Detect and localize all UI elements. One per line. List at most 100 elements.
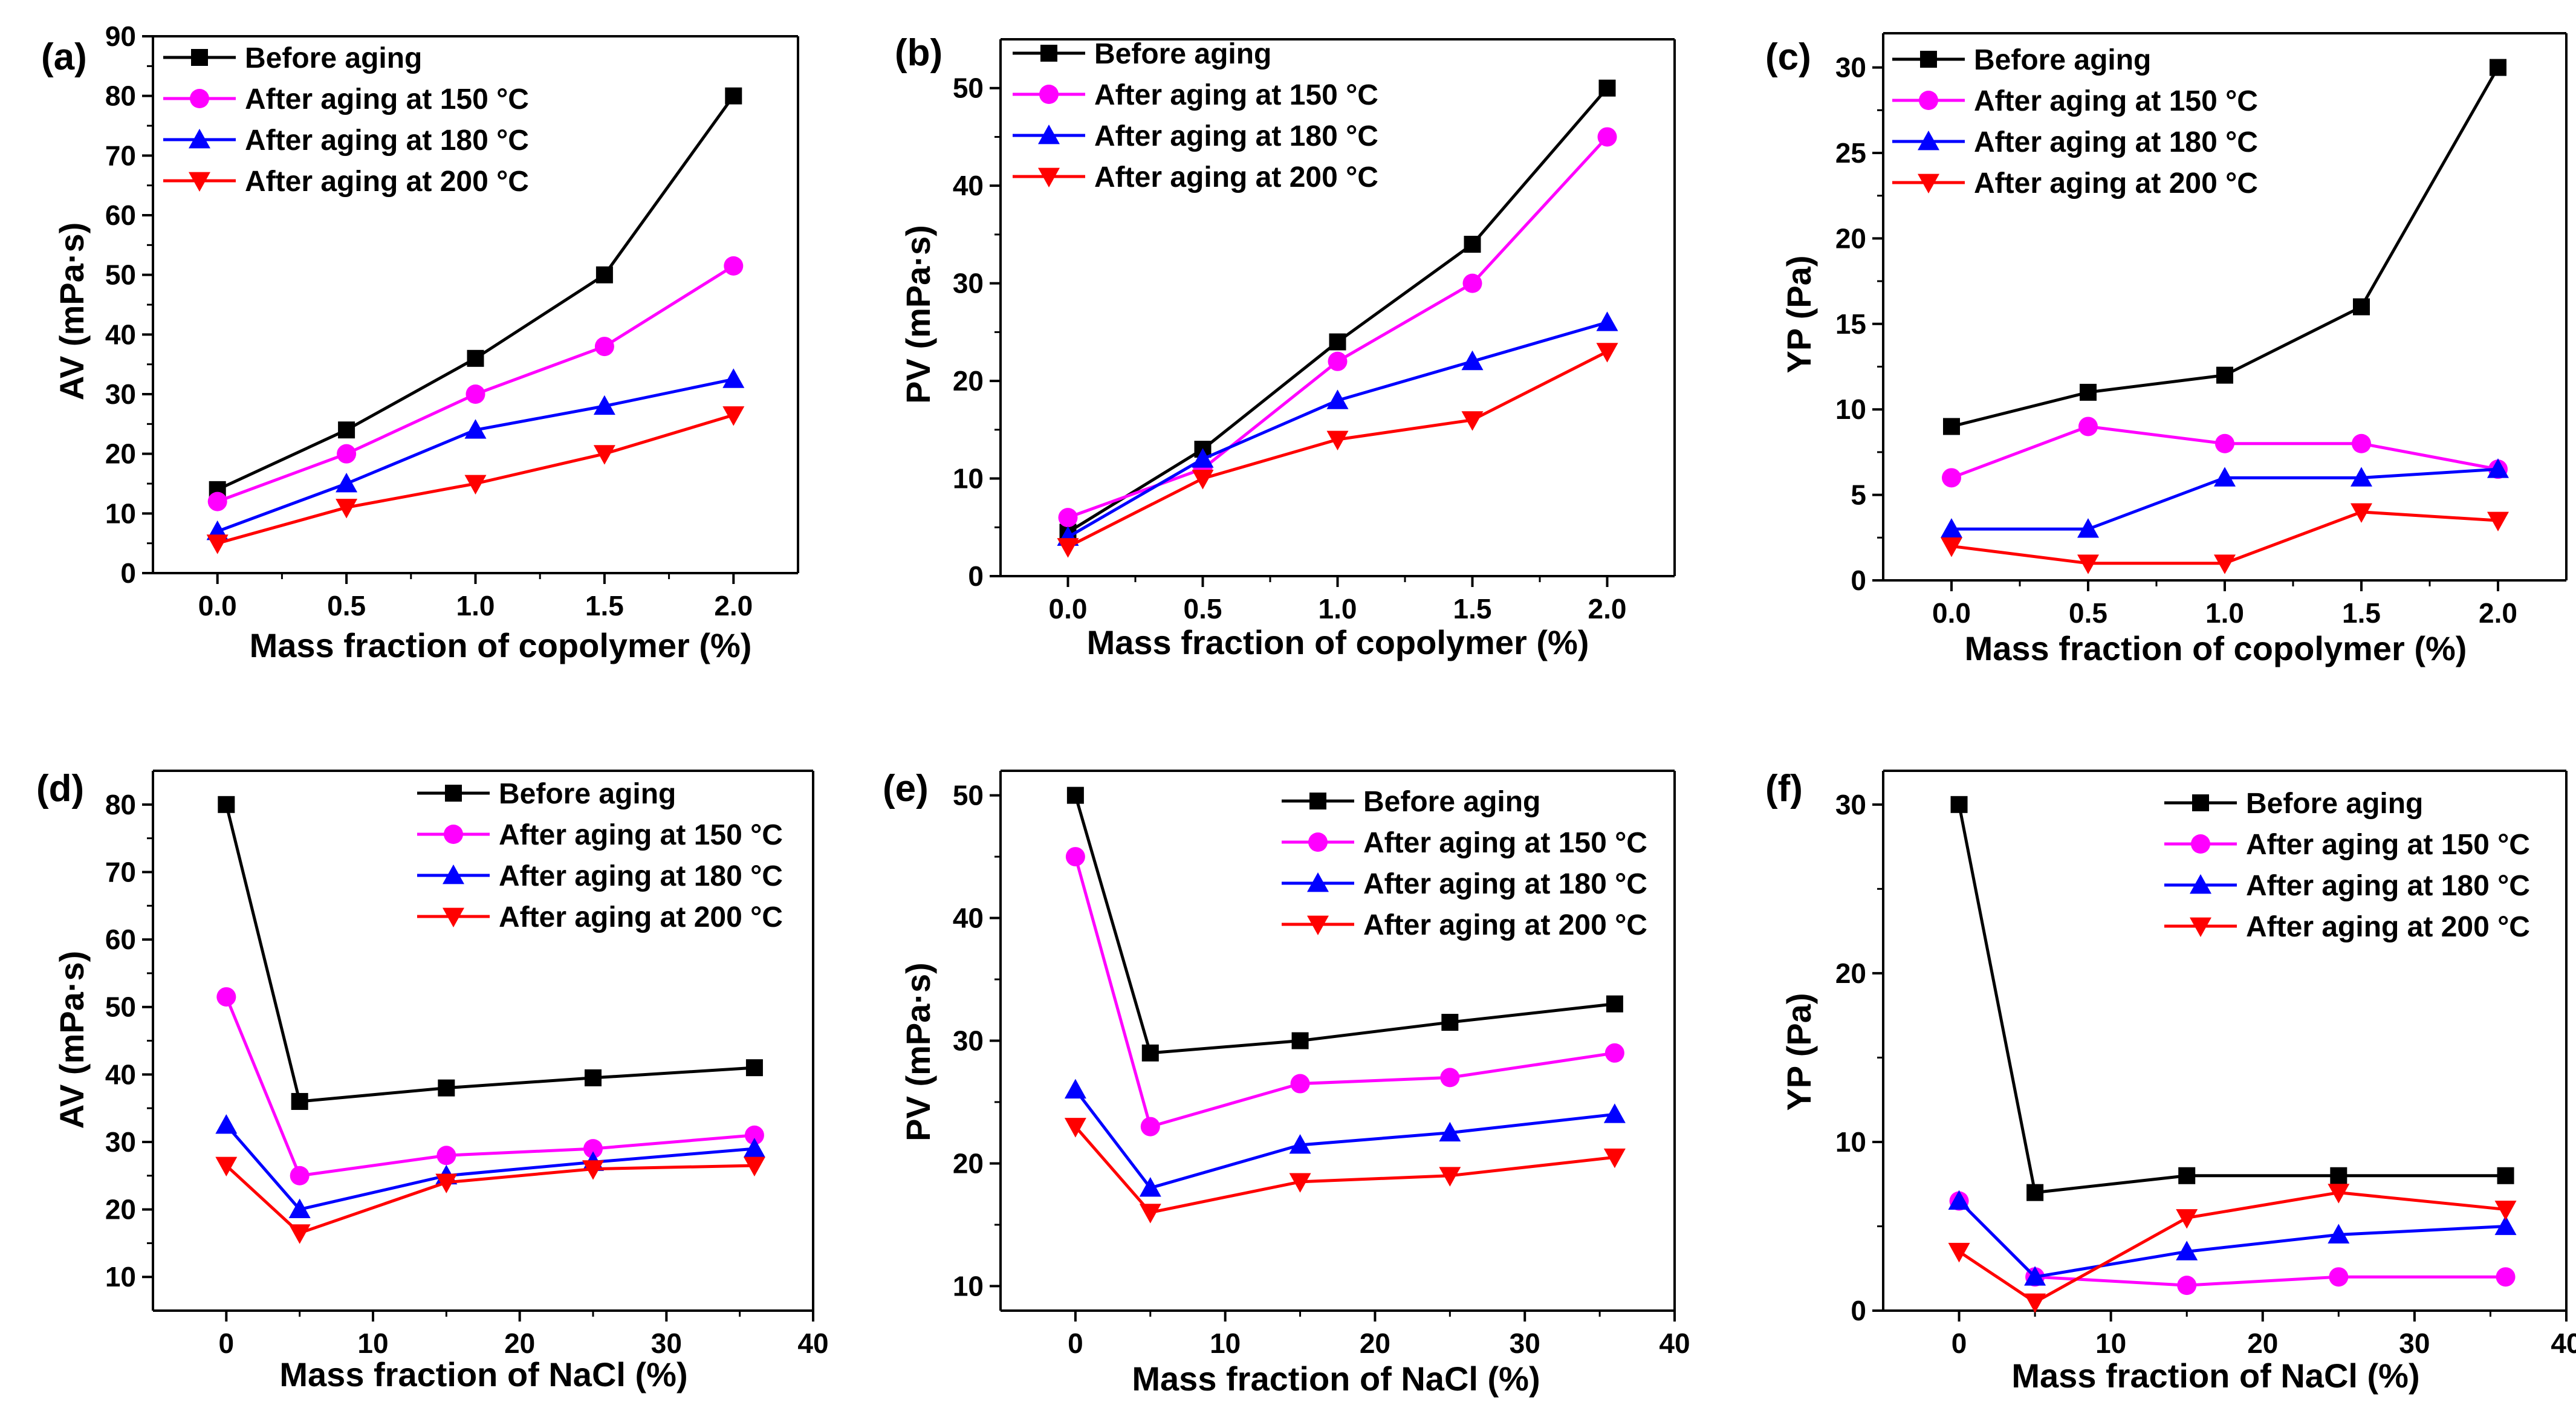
panel-f-series-2-point <box>2024 1266 2046 1286</box>
panel-a-y-tick-label: 60 <box>105 199 136 231</box>
panel-a-series-1-point <box>594 337 614 357</box>
panel-c-legend-swatch-marker <box>1918 174 1939 193</box>
panel-f-legend-swatch-marker <box>2192 794 2209 811</box>
panel-c-series-1-point <box>2215 433 2234 453</box>
panel-e-series-0-point <box>1441 1014 1459 1031</box>
panel-f-legend-label-before-aging: Before aging <box>2246 788 2423 820</box>
panel-a-series-0-point <box>595 266 613 284</box>
panel-b-series-1-point <box>1058 508 1078 528</box>
panel-b-series-0-line <box>1067 87 1609 534</box>
panel-b-legend-label-180c: After aging at 180 °C <box>1094 120 1378 152</box>
panel-f-x-tick-label: 0 <box>1951 1328 1967 1359</box>
panel-c-series-3-point <box>2351 503 2372 523</box>
panel-c: (c) YP (Pa) Mass fraction of copolymer (… <box>1765 32 2568 667</box>
panel-d-series-1-point <box>583 1139 603 1159</box>
panel-c-x-axis-title: Mass fraction of copolymer (%) <box>1965 629 2467 667</box>
panel-d: (d) AV (mPa·s) Mass fraction of NaCl (%)… <box>36 768 829 1393</box>
panel-b-series-1-point <box>1597 127 1617 147</box>
panel-c-y-tick-label: 25 <box>1835 137 1866 169</box>
panel-e-label: (e) <box>883 768 929 809</box>
panel-a-series-0-point <box>338 421 355 439</box>
panel-e-series-2-point <box>1064 1079 1086 1099</box>
panel-e-series-0-point <box>1606 995 1623 1013</box>
panel-f-y-tick-label: 0 <box>1851 1295 1866 1326</box>
panel-e-series-1-point <box>1065 847 1085 867</box>
panel-e-y-tick-label: 20 <box>953 1147 984 1179</box>
panel-c-legend-label-150c: After aging at 150 °C <box>1974 85 2258 117</box>
panel-b-y-tick-label: 50 <box>953 73 984 104</box>
panel-d-series-3-point <box>743 1156 765 1177</box>
panel-e-series-0-point <box>1291 1032 1309 1049</box>
panel-c-y-tick-label: 20 <box>1835 222 1866 254</box>
panel-a-series-2-point <box>464 419 487 439</box>
panel-d-legend-label-150c: After aging at 150 °C <box>499 819 783 851</box>
panel-f-series-0-point <box>1950 796 1968 813</box>
panel-d-series-0-point <box>291 1092 308 1110</box>
panel-f-x-tick-label: 10 <box>2095 1328 2126 1359</box>
panel-f-legend-swatch-marker <box>2190 874 2211 894</box>
panel-e-series-3-point <box>1603 1148 1626 1169</box>
panel-e-series-3-point <box>1064 1118 1086 1138</box>
panel-e-series-2-point <box>1603 1103 1626 1123</box>
panel-d-series-1-point <box>436 1146 456 1166</box>
panel-e-series-2-point <box>1139 1177 1161 1197</box>
panel-f-legend-swatch-marker <box>2190 917 2211 937</box>
panel-c-label: (c) <box>1765 36 1811 78</box>
panel-d-y-tick-label: 50 <box>105 991 136 1023</box>
panel-a-series-0-point <box>725 87 742 105</box>
panel-d-x-tick-label: 30 <box>651 1328 682 1359</box>
panel-a-legend-label-150c: After aging at 150 °C <box>245 83 529 115</box>
panel-a-series-2-point <box>722 368 745 388</box>
panel-b-series-0-point <box>1329 333 1346 351</box>
panel-d-series-3-point <box>582 1160 604 1180</box>
panel-d-x-axis-title: Mass fraction of NaCl (%) <box>279 1355 687 1393</box>
panel-a-series-3-point <box>336 499 358 519</box>
panel-b-series-2-point <box>1596 311 1618 331</box>
panel-a-legend-swatch-marker <box>189 172 210 192</box>
panel-e-x-tick-label: 30 <box>1510 1328 1540 1359</box>
panel-e-series-1-point <box>1140 1117 1160 1137</box>
panel-c-legend: Before aging After aging at 150 °C After… <box>1892 44 2258 199</box>
panel-e-legend-swatch-marker <box>1307 872 1329 892</box>
panel-f-series-3-point <box>2328 1184 2350 1204</box>
panel-b-series-0-point <box>1464 236 1481 253</box>
panel-f-series-1-point <box>2496 1267 2516 1287</box>
panel-a-y-tick-label: 30 <box>105 378 136 410</box>
panel-a-y-tick-label: 10 <box>105 498 136 529</box>
panel-a-series-1-point <box>466 384 485 404</box>
panel-c-series-3-point <box>2077 554 2099 574</box>
panel-b-legend-label-200c: After aging at 200 °C <box>1094 161 1378 193</box>
panel-b-series-0-point <box>1598 79 1616 97</box>
panel-b-legend-swatch-marker <box>1038 125 1060 144</box>
panel-f-legend-label-200c: After aging at 200 °C <box>2246 911 2530 943</box>
panel-d-y-tick-label: 30 <box>105 1126 136 1158</box>
panel-b-y-tick-label: 30 <box>953 268 984 299</box>
panel-a-series-3-point <box>722 406 745 426</box>
panel-b-y-tick-label: 20 <box>953 365 984 397</box>
panel-a-series-3-point <box>464 475 487 495</box>
panel-a-series-0-point <box>467 349 484 367</box>
panel-b-series-3-point <box>1057 538 1079 558</box>
panel-e-series-3-point <box>1289 1173 1311 1193</box>
panel-c-x-tick-label: 0.5 <box>2069 597 2107 629</box>
panel-d-y-tick-label: 80 <box>105 789 136 820</box>
panel-a-legend-label-200c: After aging at 200 °C <box>245 166 529 198</box>
panel-a-legend: Before aging After aging at 150 °C After… <box>163 42 529 198</box>
panel-f-y-tick-label: 10 <box>1835 1126 1866 1158</box>
panel-d-plot-area: 10 20 30 40 50 60 70 80 0 10 20 30 40 <box>105 770 829 1359</box>
panel-a-x-tick-label: 0.0 <box>198 590 237 621</box>
panel-e-series-3-point <box>1439 1167 1461 1187</box>
panel-d-x-tick-label: 0 <box>219 1328 235 1359</box>
panel-b-legend-label-before-aging: Before aging <box>1094 38 1271 70</box>
panel-b-series-3-point <box>1192 470 1214 490</box>
panel-e-series-1-point <box>1440 1068 1460 1088</box>
panel-c-plot-area: 0 5 10 15 20 25 30 0.0 0.5 1.0 1.5 2.0 <box>1835 32 2568 629</box>
panel-d-series-2-point <box>288 1198 311 1218</box>
panel-b-x-tick-label: 0.5 <box>1184 593 1222 624</box>
panel-e-series-2-line <box>1074 1089 1615 1190</box>
panel-f-series-2-point <box>2494 1215 2517 1235</box>
panel-c-legend-label-before-aging: Before aging <box>1974 44 2151 76</box>
panel-a-x-tick-label: 2.0 <box>714 590 753 621</box>
panel-c-series-3-point <box>1941 537 1962 557</box>
